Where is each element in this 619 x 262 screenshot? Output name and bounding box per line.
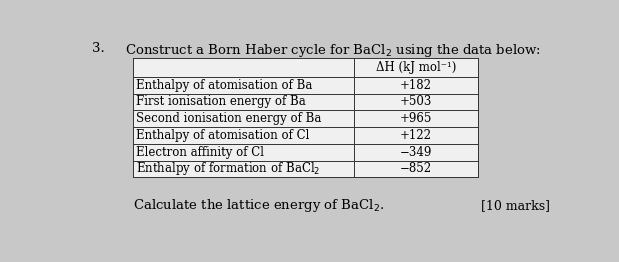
Text: +965: +965 [400, 112, 432, 125]
Bar [132, 77, 478, 94]
Bar [132, 110, 478, 127]
Text: Construct a Born Haber cycle for BaCl$_2$ using the data below:: Construct a Born Haber cycle for BaCl$_2… [125, 42, 542, 58]
Text: Calculate the lattice energy of BaCl$_2$.: Calculate the lattice energy of BaCl$_2$… [132, 198, 384, 215]
Text: ΔH (kJ mol⁻¹): ΔH (kJ mol⁻¹) [376, 61, 456, 74]
Text: 3.: 3. [92, 42, 105, 54]
Text: [10 marks]: [10 marks] [481, 199, 550, 212]
Text: −349: −349 [400, 146, 432, 159]
Bar [132, 127, 478, 144]
Bar [132, 58, 478, 77]
Text: Enthalpy of formation of BaCl$_2$: Enthalpy of formation of BaCl$_2$ [136, 160, 321, 177]
Text: Enthalpy of atomisation of Ba: Enthalpy of atomisation of Ba [136, 79, 313, 92]
Text: Electron affinity of Cl: Electron affinity of Cl [136, 146, 264, 159]
Bar [132, 94, 478, 110]
Text: First ionisation energy of Ba: First ionisation energy of Ba [136, 95, 306, 108]
Text: Enthalpy of atomisation of Cl: Enthalpy of atomisation of Cl [136, 129, 310, 142]
Text: +503: +503 [400, 95, 432, 108]
Text: +122: +122 [400, 129, 432, 142]
Text: Second ionisation energy of Ba: Second ionisation energy of Ba [136, 112, 322, 125]
Bar [132, 161, 478, 177]
Bar [132, 144, 478, 161]
Text: +182: +182 [400, 79, 432, 92]
Text: −852: −852 [400, 162, 432, 176]
